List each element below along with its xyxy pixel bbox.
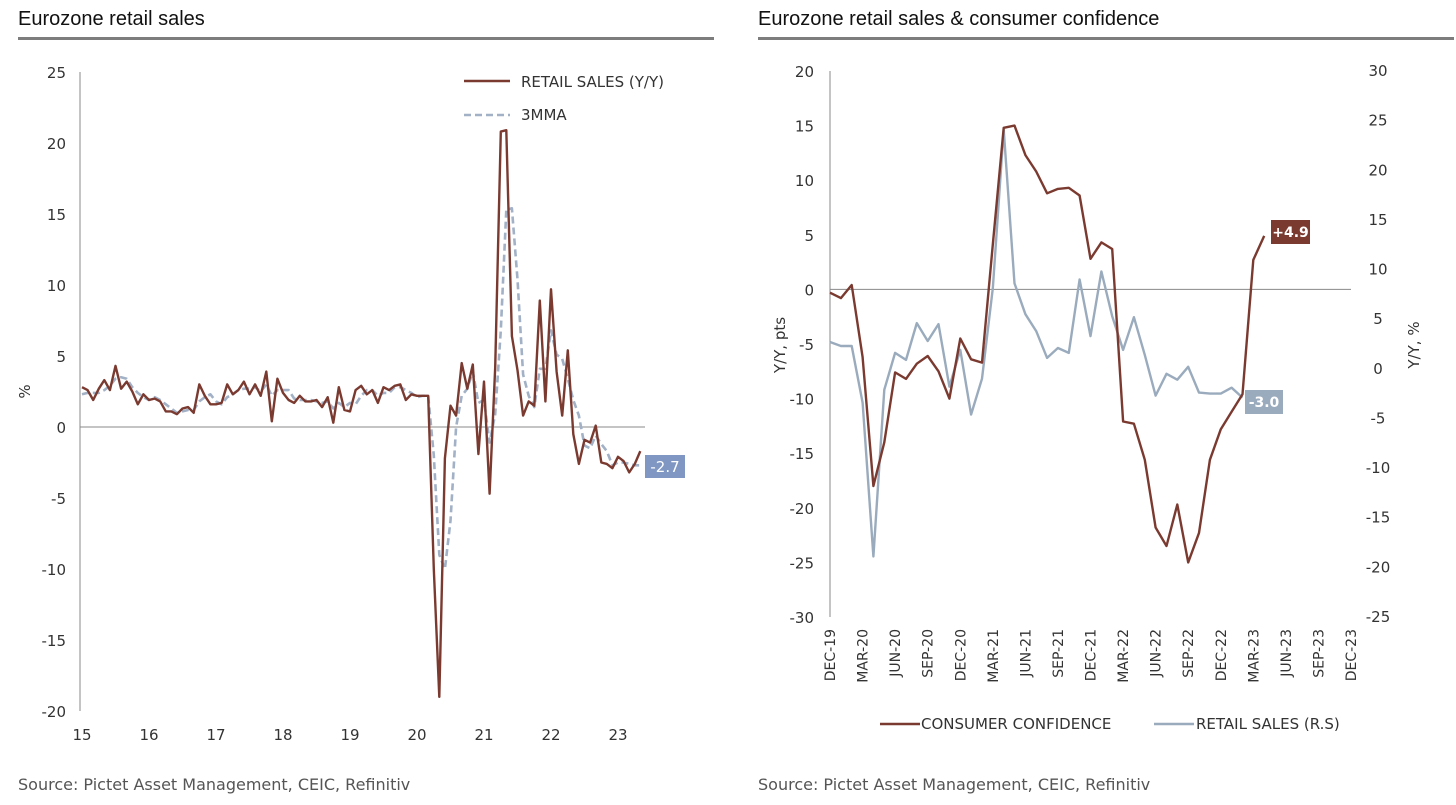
left-series-3mma-line — [81, 207, 641, 571]
left-y-tick-label: 5 — [56, 348, 66, 366]
right-x-tick-label: MAR-22 — [1116, 629, 1132, 683]
left-x-tick-label: 16 — [139, 726, 158, 744]
left-y-tick-label: 10 — [47, 277, 66, 295]
right-left-y-tick-label: -5 — [799, 336, 814, 354]
left-x-tick-label: 18 — [273, 726, 292, 744]
right-x-tick-label: MAR-20 — [856, 629, 872, 683]
left-y-tick-label: -5 — [51, 490, 66, 508]
left-y-tick-label: -15 — [42, 632, 67, 650]
right-left-y-tick-label: -15 — [790, 445, 815, 463]
left-y-tick-label: 25 — [47, 64, 66, 82]
right-x-tick-label: DEC-20 — [953, 629, 969, 681]
right-left-y-tick-label: 10 — [795, 172, 814, 190]
right-retail-sales-label-box — [1245, 390, 1283, 414]
right-x-tick-label: MAR-23 — [1246, 629, 1262, 683]
right-left-y-tick-label: -10 — [790, 391, 815, 409]
right-right-y-tick-label: 25 — [1368, 112, 1387, 130]
left-end-value-label: -2.7 — [650, 458, 679, 476]
right-right-y-tick-label: -25 — [1366, 608, 1391, 626]
right-x-tick-label: DEC-19 — [823, 629, 839, 681]
right-chart: 20 15 10 5 0 -5 -10 -15 -20 -25 -30 30 25 20 15 10 5 0 -5 -… — [771, 62, 1423, 733]
left-x-tick-label: 19 — [340, 726, 359, 744]
right-right-y-tick-label: 10 — [1368, 261, 1387, 279]
right-left-y-tick-label: 0 — [804, 281, 814, 299]
right-right-y-axis-label: Y/Y, % — [1405, 321, 1423, 369]
left-title-rule — [18, 37, 714, 40]
left-chart: 25 20 15 10 5 0 -5 -10 -15 -20 15 16 17 18 19 20 21 22 23%… — [16, 64, 685, 744]
left-series-retail-sales-line — [81, 128, 642, 698]
right-x-tick-label: DEC-22 — [1214, 629, 1230, 681]
left-legend-retail-sales-label: RETAIL SALES (Y/Y) — [521, 73, 664, 91]
right-right-y-tick-label: 15 — [1368, 211, 1387, 229]
left-y-tick-label: 0 — [56, 419, 66, 437]
right-x-tick-label: SEP-22 — [1181, 629, 1197, 678]
right-consumer-confidence-value-label: +4.9 — [1272, 225, 1309, 241]
right-x-tick-label: SEP-23 — [1311, 629, 1327, 678]
right-left-y-tick-label: 5 — [804, 227, 814, 245]
left-x-tick-label: 23 — [608, 726, 627, 744]
right-x-tick-label: DEC-21 — [1084, 629, 1100, 681]
right-consumer-confidence-label-box — [1271, 220, 1310, 244]
right-left-y-tick-label: -25 — [790, 554, 815, 572]
right-right-y-tick-label: -10 — [1366, 459, 1391, 477]
left-x-tick-label: 17 — [206, 726, 225, 744]
right-x-tick-label: JUN-21 — [1018, 629, 1034, 678]
right-x-tick-label: JUN-22 — [1149, 629, 1165, 678]
left-y-axis-label: % — [16, 384, 34, 398]
right-title-rule — [758, 37, 1454, 40]
left-source-note: Source: Pictet Asset Management, CEIC, R… — [18, 775, 411, 794]
left-x-tick-label: 20 — [407, 726, 426, 744]
left-x-tick-label: 15 — [72, 726, 91, 744]
right-x-tick-label: SEP-20 — [921, 629, 937, 678]
right-right-y-tick-label: 20 — [1368, 161, 1387, 179]
left-x-tick-label: 22 — [541, 726, 560, 744]
right-series-consumer-confidence-line — [829, 124, 1266, 564]
right-series-retail-sales-line — [829, 128, 1244, 558]
left-chart-title: Eurozone retail sales — [18, 8, 205, 30]
right-left-y-axis-label: Y/Y, pts — [771, 317, 789, 374]
right-right-y-tick-label: -20 — [1366, 558, 1391, 576]
right-retail-sales-value-label: -3.0 — [1249, 395, 1280, 411]
left-legend-3mma-label: 3MMA — [521, 106, 567, 124]
left-y-tick-label: 15 — [47, 206, 66, 224]
right-right-y-tick-label: -5 — [1371, 409, 1386, 427]
right-x-tick-label: JUN-23 — [1279, 629, 1295, 678]
left-end-value-box — [645, 455, 685, 478]
left-panel: Eurozone retail sales 25 20 15 10 5 0 -5 -10 -15… — [16, 8, 714, 794]
right-left-y-tick-label: 15 — [795, 118, 814, 136]
right-left-y-tick-label: 20 — [795, 63, 814, 81]
left-y-tick-label: -10 — [42, 561, 67, 579]
left-y-tick-label: -20 — [42, 703, 67, 721]
right-legend-consumer-confidence-label: CONSUMER CONFIDENCE — [921, 715, 1111, 733]
right-panel: Eurozone retail sales & consumer confide… — [740, 0, 1456, 805]
right-x-tick-label: MAR-21 — [986, 629, 1002, 683]
left-x-tick-label: 21 — [474, 726, 493, 744]
right-x-tick-label: DEC-23 — [1344, 629, 1360, 681]
right-left-y-tick-label: -30 — [790, 609, 815, 627]
right-source-note: Source: Pictet Asset Management, CEIC, R… — [758, 775, 1151, 794]
right-right-y-tick-label: 30 — [1368, 62, 1387, 80]
right-left-y-tick-label: -20 — [790, 500, 815, 518]
right-x-tick-label: JUN-20 — [888, 629, 904, 678]
right-x-tick-label: SEP-21 — [1051, 629, 1067, 678]
right-legend-retail-sales-label: RETAIL SALES (R.S) — [1196, 715, 1340, 733]
left-y-tick-label: 20 — [47, 135, 66, 153]
right-right-y-tick-label: 0 — [1373, 360, 1383, 378]
right-right-y-tick-label: -15 — [1366, 509, 1391, 527]
right-right-y-tick-label: 5 — [1373, 310, 1383, 328]
right-chart-title: Eurozone retail sales & consumer confide… — [758, 8, 1160, 30]
